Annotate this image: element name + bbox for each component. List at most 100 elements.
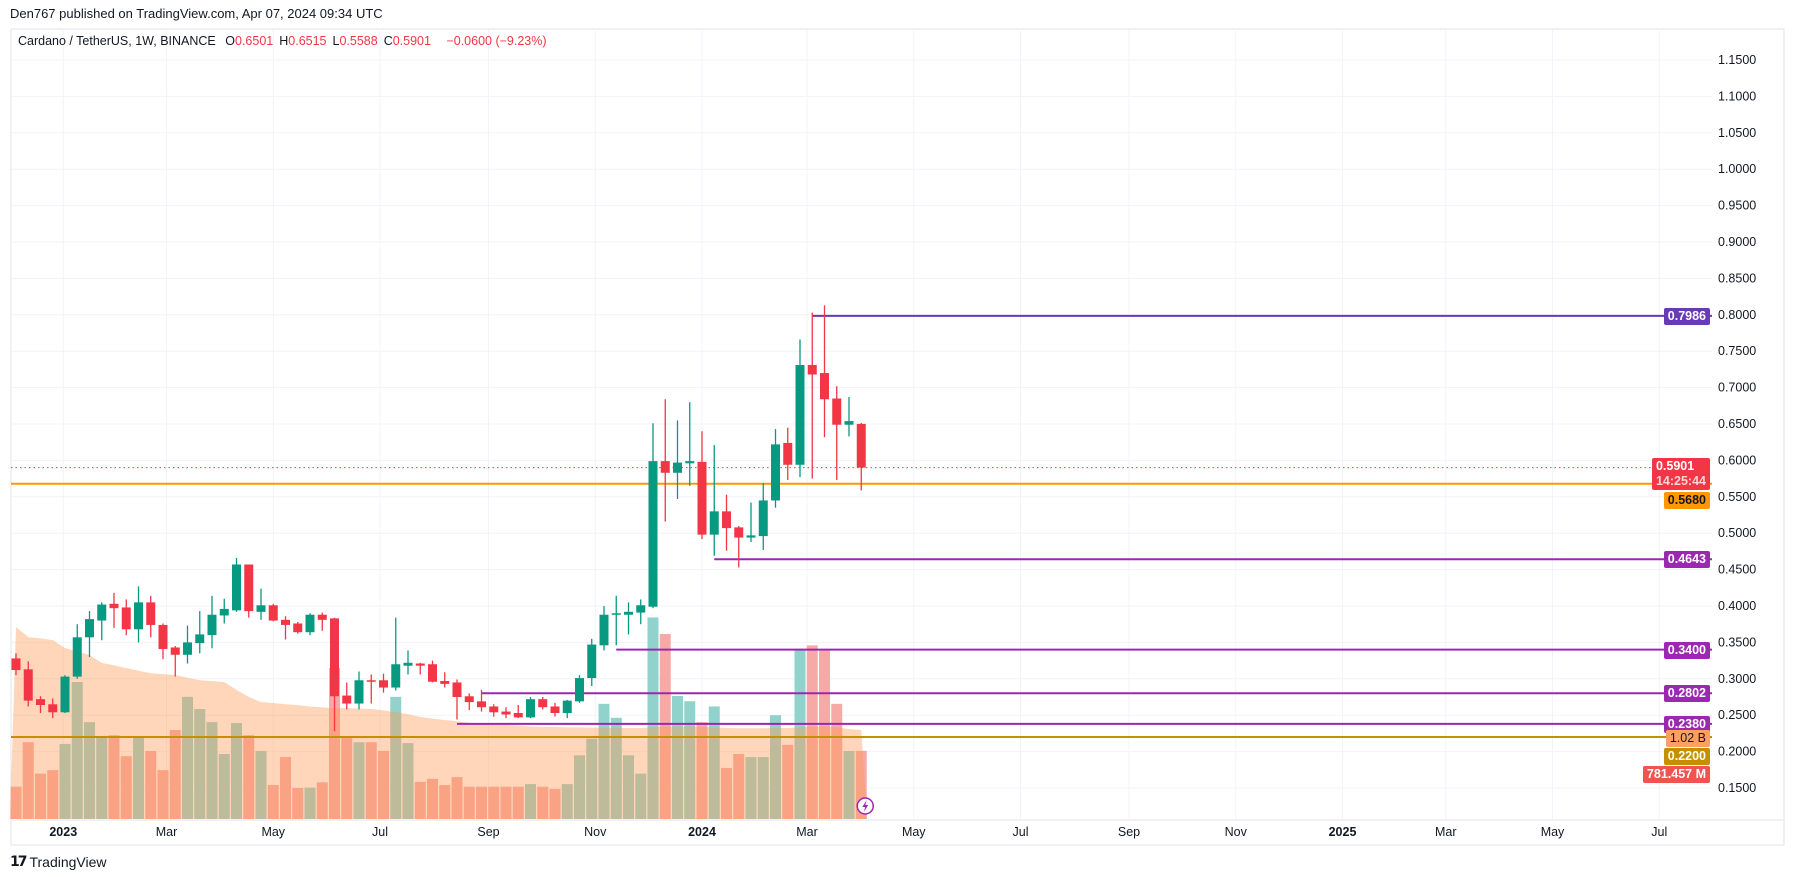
candle-up [648, 423, 658, 609]
candle-up [183, 625, 192, 664]
volume-bar-down [414, 781, 426, 819]
candle-body [72, 637, 82, 677]
time-tick-label: Mar [1435, 825, 1457, 839]
candle-body [795, 365, 805, 465]
candle-body [403, 662, 413, 666]
price-tick-label: 0.7000 [1718, 381, 1756, 395]
candle-up [795, 339, 805, 478]
candle-down [722, 494, 731, 551]
candle-body [758, 500, 768, 537]
candle-down [415, 662, 425, 675]
volume-bar-up [390, 696, 402, 819]
volume-bar-up [598, 703, 610, 819]
candle-body [244, 564, 254, 612]
volume-bar-down [439, 784, 451, 819]
volume-bar-down [696, 722, 708, 819]
ohlc-key: L [332, 34, 340, 48]
bar-countdown: 14:25:44 [1655, 473, 1706, 488]
volume-bar-down [341, 736, 353, 819]
level-price-badge: 0.4643 [1663, 551, 1710, 569]
volume-bar-up [218, 753, 230, 819]
level-price-badge: 0.3400 [1663, 641, 1710, 659]
volume-bar-down [733, 753, 745, 819]
candle-body [832, 398, 842, 425]
volume-bar-down [782, 744, 794, 819]
price-tick-label: 0.4000 [1718, 599, 1756, 613]
candle-body [477, 701, 486, 708]
time-tick-label: Jul [372, 825, 388, 839]
volume-bar-up [635, 773, 647, 819]
price-tick-label: 0.7500 [1718, 344, 1756, 358]
candle-body [820, 373, 829, 400]
candle-down [697, 431, 707, 540]
candle-body [158, 624, 168, 649]
volume-bar-up [96, 737, 108, 819]
time-tick-label: 2024 [688, 825, 716, 839]
candle-down [464, 693, 474, 711]
candle-up [611, 595, 621, 646]
time-tick-label: Jul [1013, 825, 1029, 839]
candle-up [134, 586, 143, 643]
tradingview-logo-icon: 𝟭𝟳 [10, 854, 28, 870]
tradingview-logo[interactable]: 𝟭𝟳 TradingView [10, 854, 107, 870]
candle-up [403, 650, 413, 675]
price-tick-label: 1.1500 [1718, 53, 1756, 67]
volume-bar-up [84, 722, 95, 819]
candle-down [281, 616, 290, 640]
candle-body [771, 444, 780, 501]
candle-body [281, 619, 290, 625]
price-tick-label: 0.4500 [1718, 563, 1756, 577]
candle-body [366, 680, 376, 682]
candle-body [575, 678, 584, 702]
price-tick-label: 0.6500 [1718, 417, 1756, 431]
volume-bar-up [623, 755, 634, 819]
candle-up [354, 671, 364, 710]
volume-bar-down [476, 786, 487, 819]
candle-down [121, 599, 131, 636]
candle-body [856, 423, 866, 468]
volume-bar-down [488, 786, 500, 819]
candle-up [219, 598, 229, 624]
candle-body [232, 564, 241, 611]
candle-up [391, 617, 401, 691]
candle-down [342, 682, 352, 710]
volume-bar-down [47, 770, 59, 819]
volume-bar-down [512, 786, 524, 819]
candle-down [807, 312, 817, 479]
candle-up [305, 613, 315, 636]
candle-down [440, 672, 450, 688]
candle-body [48, 704, 58, 713]
lightning-event-icon[interactable] [856, 797, 874, 815]
time-tick-label: May [1541, 825, 1565, 839]
volume-bar-down [280, 757, 291, 819]
candle-body [452, 682, 462, 697]
time-tick-label: 2025 [1329, 825, 1357, 839]
candle-body [562, 700, 572, 714]
volume-bar-up [745, 757, 757, 819]
candle-down [660, 399, 670, 522]
volume-bar-up [574, 755, 585, 819]
candle-up [85, 611, 94, 657]
volume-bar-down [806, 645, 818, 819]
candle-up [562, 699, 572, 719]
time-tick-label: Nov [584, 825, 607, 839]
volume-bar-up [672, 695, 683, 819]
volume-bar-up [231, 723, 242, 819]
candle-body [648, 461, 658, 607]
candle-body [709, 511, 719, 535]
candle-body [97, 604, 107, 621]
candle-up [232, 557, 241, 612]
candle-body [722, 511, 731, 529]
volume-bar-down [145, 750, 157, 819]
volume-bar-up [255, 750, 267, 819]
level-price-badge: 0.2200 [1663, 748, 1710, 765]
price-tick-label: 0.5000 [1718, 526, 1756, 540]
level-price-badge: 0.2380 [1663, 715, 1710, 733]
candle-up [685, 402, 695, 486]
volume-bar-up [194, 709, 206, 819]
candle-body [415, 663, 425, 666]
price-tick-label: 0.2500 [1718, 708, 1756, 722]
candle-body [391, 664, 401, 688]
volume-bar-up [59, 743, 71, 819]
